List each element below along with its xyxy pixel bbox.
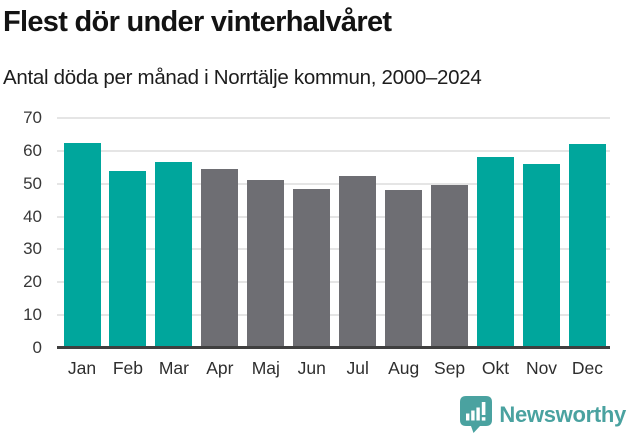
y-tick-label-20: 20 xyxy=(23,272,42,292)
bar-feb xyxy=(109,170,147,348)
newsworthy-logo: Newsworthy xyxy=(460,396,626,433)
bar-okt xyxy=(477,157,515,348)
x-tick-label-jan: Jan xyxy=(67,358,97,378)
y-tick-label-60: 60 xyxy=(23,140,42,160)
page-subtitle: Antal döda per månad i Norrtälje kommun,… xyxy=(3,66,482,89)
bar-maj xyxy=(247,180,285,348)
x-tick-label-maj: Maj xyxy=(251,358,280,378)
y-tick-label-0: 0 xyxy=(32,338,42,357)
bar-nov xyxy=(523,164,560,348)
y-tick-label-70: 70 xyxy=(23,108,42,127)
bar-apr xyxy=(201,168,239,348)
y-tick-label-10: 10 xyxy=(23,305,42,325)
x-tick-label-sep: Sep xyxy=(434,358,466,378)
x-axis-line xyxy=(57,345,610,349)
gridline-30 xyxy=(57,248,610,251)
gridline-50 xyxy=(57,182,610,185)
x-tick-label-jun: Jun xyxy=(297,358,326,378)
x-tick-label-okt: Okt xyxy=(481,358,510,378)
bar-jun xyxy=(293,188,331,348)
newsworthy-logo-text: Newsworthy xyxy=(499,401,626,427)
bar-sep xyxy=(431,185,469,348)
gridline-10 xyxy=(57,314,610,317)
y-tick-label-40: 40 xyxy=(23,206,42,226)
bar-dec xyxy=(568,144,606,348)
x-tick-label-mar: Mar xyxy=(158,358,189,378)
x-tick-label-dec: Dec xyxy=(571,358,603,378)
x-tick-label-aug: Aug xyxy=(388,358,420,378)
bar-mar xyxy=(155,162,193,348)
x-tick-label-jul: Jul xyxy=(346,358,369,378)
x-tick-label-nov: Nov xyxy=(525,358,558,378)
bar-jul xyxy=(339,175,377,348)
x-tick-label-feb: Feb xyxy=(112,358,144,378)
gridline-70 xyxy=(57,117,610,119)
bar-jan xyxy=(63,142,101,348)
gridline-20 xyxy=(57,281,610,284)
y-tick-label-50: 50 xyxy=(23,173,42,193)
bar-aug xyxy=(385,190,423,348)
gridline-40 xyxy=(57,215,610,218)
page-title: Flest dör under vinterhalvåret xyxy=(3,6,392,38)
gridline-60 xyxy=(57,149,610,152)
y-tick-label-30: 30 xyxy=(23,239,42,259)
chart-bubble-icon xyxy=(460,396,493,433)
x-tick-label-apr: Apr xyxy=(206,358,234,378)
